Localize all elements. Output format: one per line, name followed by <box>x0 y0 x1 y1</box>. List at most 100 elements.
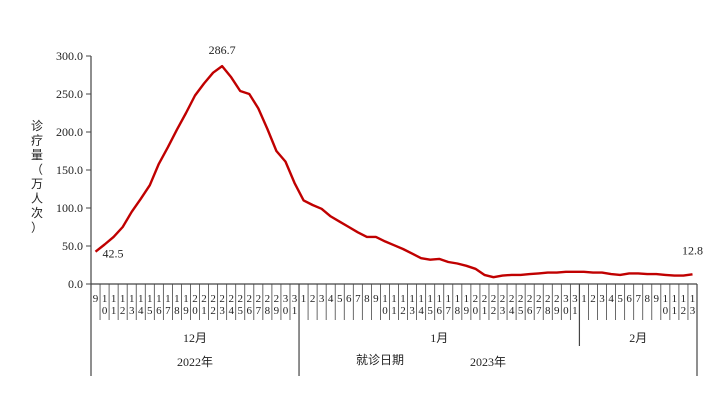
y-axis-title-char: 量 <box>31 148 43 162</box>
x-tick-label: 2 <box>400 305 406 317</box>
x-tick-label: 4 <box>509 305 515 317</box>
x-tick-label: 7 <box>355 293 361 305</box>
x-tick-label: 1 <box>690 293 696 305</box>
x-tick-label: 1 <box>427 293 433 305</box>
x-tick-label: 8 <box>364 293 370 305</box>
x-tick-label: 6 <box>346 293 352 305</box>
x-tick-label: 1 <box>174 293 180 305</box>
x-tick-label: 6 <box>156 305 162 317</box>
x-tick-label: 8 <box>265 305 271 317</box>
x-tick-label: 9 <box>183 305 189 317</box>
y-axis-title-char: ） <box>31 221 43 235</box>
x-tick-label: 7 <box>635 293 641 305</box>
x-tick-label: 3 <box>599 293 605 305</box>
x-tick-label: 6 <box>626 293 632 305</box>
x-tick-label: 2 <box>192 293 198 305</box>
x-tick-label: 3 <box>219 305 225 317</box>
y-tick-label: 200.0 <box>56 125 83 139</box>
x-tick-label: 7 <box>256 305 262 317</box>
x-tick-label: 3 <box>129 305 135 317</box>
x-tick-label: 2 <box>554 293 560 305</box>
x-tick-label: 1 <box>409 293 415 305</box>
x-tick-label: 1 <box>201 305 207 317</box>
x-tick-label: 1 <box>681 293 687 305</box>
x-tick-label: 1 <box>572 305 578 317</box>
x-tick-label: 5 <box>147 305 153 317</box>
x-tick-label: 7 <box>446 305 452 317</box>
x-tick-label: 4 <box>138 305 144 317</box>
y-tick-label: 100.0 <box>56 201 83 215</box>
y-axis-title-char: 诊 <box>31 119 43 133</box>
x-tick-label: 5 <box>337 293 343 305</box>
y-axis-title: 诊疗量（万人次） <box>31 119 43 235</box>
x-tick-label: 5 <box>518 305 524 317</box>
x-tick-label: 2 <box>536 293 542 305</box>
x-tick-label: 0 <box>283 305 289 317</box>
x-tick-label: 2 <box>518 293 524 305</box>
year-label: 2023年 <box>470 355 506 369</box>
x-tick-label: 1 <box>382 293 388 305</box>
x-tick-label: 0 <box>102 305 108 317</box>
x-tick-label: 3 <box>319 293 325 305</box>
year-label: 2022年 <box>177 355 213 369</box>
x-tick-label: 3 <box>572 293 578 305</box>
x-tick-label: 0 <box>473 305 479 317</box>
series-line <box>96 66 693 277</box>
data-label: 286.7 <box>209 43 236 57</box>
y-tick-label: 250.0 <box>56 87 83 101</box>
x-tick-label: 2 <box>210 305 216 317</box>
x-tick-label: 1 <box>102 293 108 305</box>
x-tick-label: 4 <box>328 293 334 305</box>
x-tick-label: 9 <box>654 293 660 305</box>
x-tick-label: 1 <box>455 293 461 305</box>
x-tick-label: 1 <box>418 293 424 305</box>
x-tick-label: 2 <box>274 293 280 305</box>
x-tick-label: 3 <box>500 305 506 317</box>
x-axis-title: 就诊日期 <box>356 353 404 367</box>
x-tick-label: 2 <box>681 305 687 317</box>
x-tick-label: 8 <box>645 293 651 305</box>
x-tick-label: 3 <box>409 305 415 317</box>
x-tick-label: 1 <box>464 293 470 305</box>
x-tick-label: 5 <box>617 293 623 305</box>
x-tick-label: 9 <box>274 305 280 317</box>
x-tick-label: 2 <box>473 293 479 305</box>
series <box>96 66 693 277</box>
x-tick-label: 7 <box>536 305 542 317</box>
x-tick-label: 1 <box>120 293 126 305</box>
x-tick-label: 1 <box>436 293 442 305</box>
month-label: 1月 <box>430 331 448 345</box>
x-tick-label: 5 <box>237 305 243 317</box>
month-label: 2月 <box>629 331 647 345</box>
x-tick-label: 1 <box>147 293 153 305</box>
y-axis-title-char: 人 <box>31 192 43 206</box>
x-tick-label: 9 <box>464 305 470 317</box>
x-tick-label: 0 <box>382 305 388 317</box>
x-tick-label: 6 <box>247 305 253 317</box>
x-tick-label: 4 <box>228 305 234 317</box>
x-tick-label: 2 <box>500 293 506 305</box>
x-tick-label: 8 <box>545 305 551 317</box>
x-tick-label: 3 <box>292 293 298 305</box>
x-tick-label: 0 <box>192 305 198 317</box>
y-axis-title-char: 疗 <box>31 134 43 148</box>
x-tick-label: 1 <box>663 293 669 305</box>
x-tick-label: 1 <box>672 293 678 305</box>
x-tick-label: 2 <box>228 293 234 305</box>
x-tick-label: 2 <box>545 293 551 305</box>
x-tick-label: 3 <box>563 293 569 305</box>
y-tick-label: 150.0 <box>56 163 83 177</box>
x-tick-label: 1 <box>400 293 406 305</box>
x-tick-label: 1 <box>391 305 397 317</box>
x-tick-label: 2 <box>210 293 216 305</box>
x-tick-label: 4 <box>418 305 424 317</box>
y-tick-label: 50.0 <box>62 239 83 253</box>
x-tick-label: 3 <box>283 293 289 305</box>
x-tick-label: 2 <box>509 293 515 305</box>
x-tick-label: 2 <box>590 293 596 305</box>
y-tick-label: 0.0 <box>68 277 83 291</box>
x-tick-label: 2 <box>256 293 262 305</box>
